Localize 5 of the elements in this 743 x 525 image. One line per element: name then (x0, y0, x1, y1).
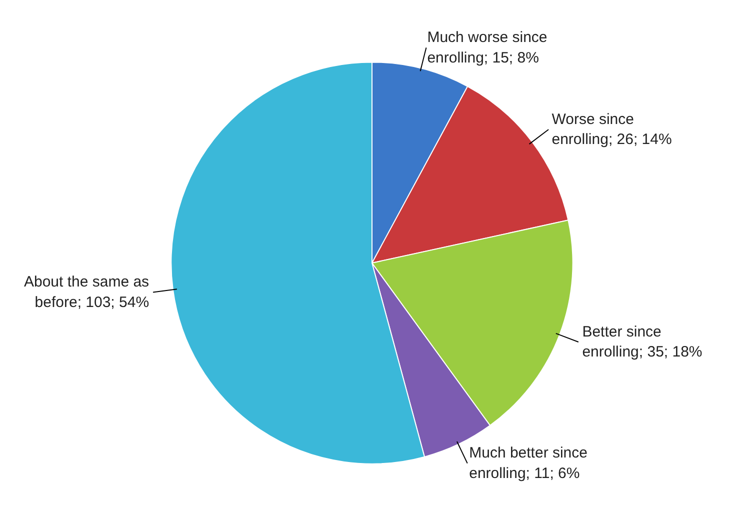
slice-label: Worse since enrolling; 26; 14% (552, 110, 672, 148)
slice-label: About the same as before; 103; 54% (24, 274, 150, 311)
slice-label: Much worse since enrolling; 15; 8% (427, 28, 548, 66)
slice-label: Better since enrolling; 35; 18% (582, 323, 702, 361)
slice-label: Much better since enrolling; 11; 6% (469, 444, 588, 482)
